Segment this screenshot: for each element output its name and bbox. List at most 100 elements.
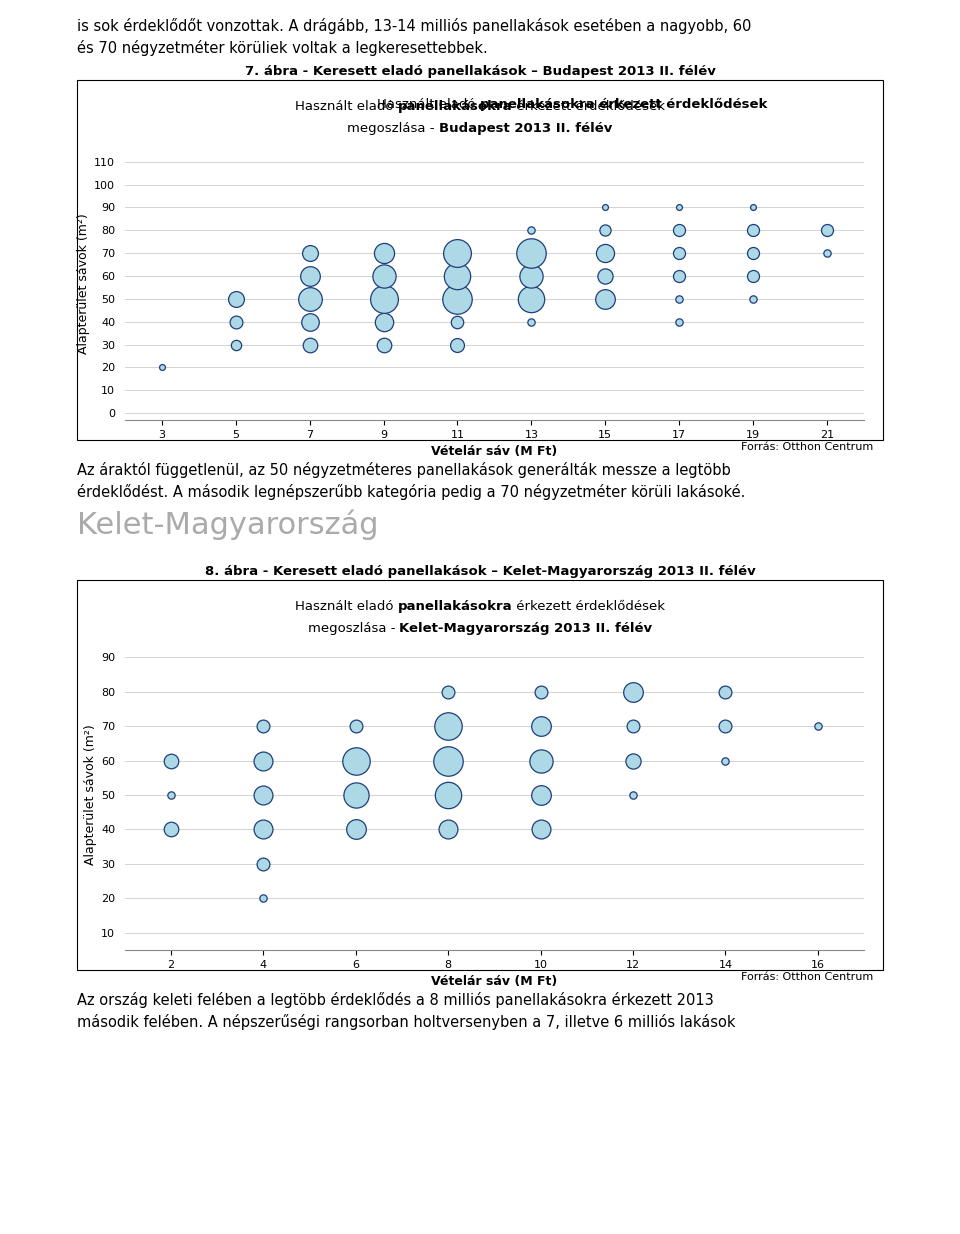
Point <box>672 221 687 241</box>
Point <box>625 785 640 805</box>
Point <box>745 197 760 217</box>
Point <box>375 243 392 263</box>
Text: panellakásokra: panellakásokra <box>397 100 513 114</box>
Point <box>449 312 465 332</box>
Y-axis label: Alapterület sávok (m²): Alapterület sávok (m²) <box>77 213 90 354</box>
Point <box>255 716 271 735</box>
Text: Az ország keleti felében a legtöbb érdeklődés a 8 milliós panellakásokra érkezet: Az ország keleti felében a legtöbb érdek… <box>77 992 713 1008</box>
Point <box>163 785 179 805</box>
Point <box>449 267 465 286</box>
Point <box>255 854 271 874</box>
Point <box>301 267 317 286</box>
Point <box>672 267 687 286</box>
Point <box>449 243 465 263</box>
Point <box>255 750 271 770</box>
Point <box>255 888 271 908</box>
Point <box>441 682 456 702</box>
Point <box>524 243 540 263</box>
Point <box>597 289 612 308</box>
Text: Kelet-Magyarország 2013 II. félév: Kelet-Magyarország 2013 II. félév <box>399 622 653 636</box>
Point <box>745 289 760 308</box>
Point <box>597 221 612 241</box>
Point <box>819 243 834 263</box>
Point <box>597 197 612 217</box>
Point <box>301 334 317 354</box>
Text: megoszlása -: megoszlása - <box>348 122 439 135</box>
Point <box>533 682 548 702</box>
Point <box>301 312 317 332</box>
Text: érkezett érdeklődések: érkezett érdeklődések <box>513 600 665 613</box>
Text: és 70 négyzetméter körüliek voltak a legkeresettebbek.: és 70 négyzetméter körüliek voltak a leg… <box>77 39 488 56</box>
Point <box>524 221 540 241</box>
Point <box>745 221 760 241</box>
Point <box>255 785 271 805</box>
Point <box>441 750 456 770</box>
Point <box>375 312 392 332</box>
Point <box>348 750 364 770</box>
Point <box>441 819 456 839</box>
Point <box>301 289 317 308</box>
Point <box>524 289 540 308</box>
Point <box>255 819 271 839</box>
Text: Használt eladó: Használt eladó <box>377 97 480 111</box>
Point <box>301 243 317 263</box>
Point <box>672 289 687 308</box>
Point <box>745 267 760 286</box>
Text: Forrás: Otthon Centrum: Forrás: Otthon Centrum <box>741 442 874 452</box>
Point <box>625 750 640 770</box>
Point <box>672 312 687 332</box>
Point <box>625 682 640 702</box>
Point <box>718 716 733 735</box>
Text: Az áraktól függetlenül, az 50 négyzetméteres panellakások generálták messze a le: Az áraktól függetlenül, az 50 négyzetmét… <box>77 462 731 478</box>
Point <box>348 716 364 735</box>
Text: Budapest 2013 II. félév: Budapest 2013 II. félév <box>439 122 612 135</box>
Point <box>533 785 548 805</box>
Point <box>375 289 392 308</box>
Point <box>348 785 364 805</box>
Text: érdeklődést. A második legnépszerűbb kategória pedig a 70 négyzetméter körüli la: érdeklődést. A második legnépszerűbb kat… <box>77 484 745 500</box>
Point <box>375 267 392 286</box>
Point <box>597 243 612 263</box>
Text: 8. ábra - Keresett eladó panellakások – Kelet-Magyarország 2013 II. félév: 8. ábra - Keresett eladó panellakások – … <box>204 565 756 578</box>
Text: is sok érdeklődőt vonzottak. A drágább, 13-14 milliós panellakások esetében a na: is sok érdeklődőt vonzottak. A drágább, … <box>77 19 751 35</box>
Point <box>718 750 733 770</box>
Point <box>228 334 244 354</box>
Point <box>228 289 244 308</box>
Point <box>745 243 760 263</box>
Point <box>449 334 465 354</box>
Point <box>672 197 687 217</box>
Text: Kelet-Magyarország: Kelet-Magyarország <box>77 510 378 540</box>
Point <box>533 716 548 735</box>
Point <box>810 716 826 735</box>
X-axis label: Vételár sáv (M Ft): Vételár sáv (M Ft) <box>431 975 558 988</box>
Text: megoszlása -: megoszlása - <box>307 622 399 636</box>
Point <box>163 750 179 770</box>
Point <box>163 819 179 839</box>
Point <box>348 819 364 839</box>
Text: panellakásokra érkezett érdeklődések: panellakásokra érkezett érdeklődések <box>480 97 767 111</box>
Text: Használt eladó: Használt eladó <box>295 600 397 613</box>
Point <box>154 358 169 378</box>
Point <box>441 716 456 735</box>
Point <box>625 716 640 735</box>
Point <box>597 267 612 286</box>
Text: 7. ábra - Keresett eladó panellakások – Budapest 2013 II. félév: 7. ábra - Keresett eladó panellakások – … <box>245 65 715 78</box>
Point <box>533 750 548 770</box>
Point <box>228 312 244 332</box>
Text: Forrás: Otthon Centrum: Forrás: Otthon Centrum <box>741 972 874 982</box>
Point <box>718 682 733 702</box>
Point <box>672 243 687 263</box>
Point <box>524 312 540 332</box>
Text: panellakásokra: panellakásokra <box>397 600 513 613</box>
Point <box>524 267 540 286</box>
Text: Használt eladó: Használt eladó <box>295 100 397 114</box>
Text: második felében. A népszerűségi rangsorban holtversenyben a 7, illetve 6 milliós: második felében. A népszerűségi rangsorb… <box>77 1014 735 1030</box>
Text: érkezett érdeklődések: érkezett érdeklődések <box>513 100 665 114</box>
Point <box>441 785 456 805</box>
Y-axis label: Alapterület sávok (m²): Alapterület sávok (m²) <box>84 724 97 865</box>
Point <box>449 289 465 308</box>
X-axis label: Vételár sáv (M Ft): Vételár sáv (M Ft) <box>431 445 558 458</box>
Point <box>375 334 392 354</box>
Point <box>819 221 834 241</box>
Point <box>533 819 548 839</box>
